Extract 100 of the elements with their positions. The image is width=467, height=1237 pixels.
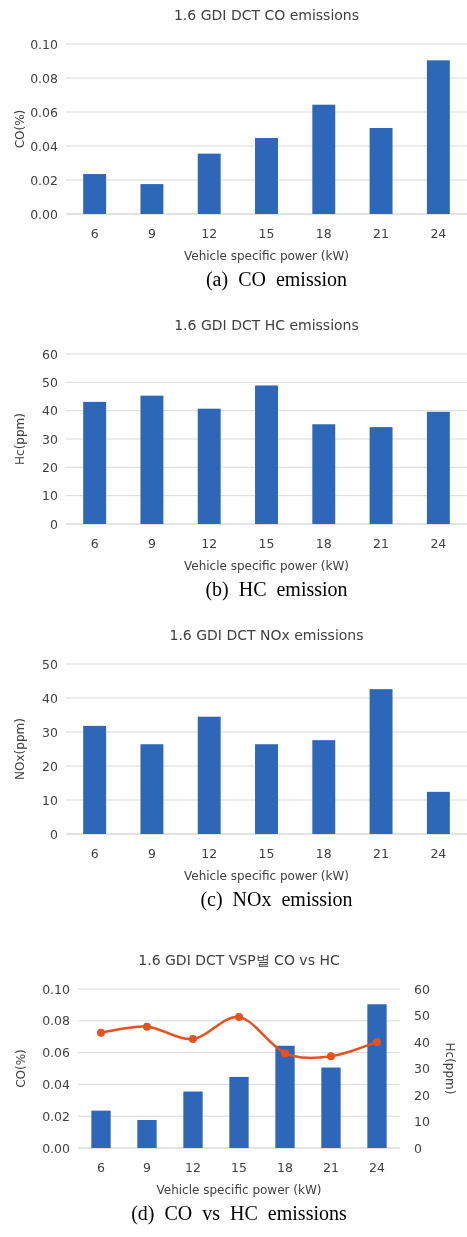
x-tick-label: 12 [185, 1160, 201, 1175]
x-tick-label: 21 [373, 846, 390, 861]
y-tick-label: 50 [42, 374, 59, 390]
bar [367, 1004, 387, 1148]
chart-title: 1.6 GDI DCT HC emissions [174, 317, 359, 333]
point [189, 1035, 197, 1044]
bar [426, 411, 450, 524]
text: (d) CO vs HC emissions [131, 1202, 347, 1225]
x-tick-label: 12 [201, 226, 218, 241]
bar [255, 138, 278, 214]
bar [312, 104, 336, 214]
point [97, 1028, 105, 1037]
y-tick-label: 0.00 [30, 206, 59, 222]
x-tick-label: 24 [430, 846, 447, 861]
x-tick-label: 21 [373, 226, 390, 241]
y-tick-label: 0.02 [42, 1108, 70, 1124]
bar [137, 1120, 157, 1148]
y-tick-label: 40 [42, 690, 59, 706]
y-tick-label: 0.04 [30, 138, 59, 154]
y-tick-label: 0.10 [30, 36, 59, 52]
y-tick-label: 0.06 [42, 1045, 71, 1061]
x-tick-label: 21 [373, 536, 390, 551]
x-tick-label: 15 [258, 846, 275, 861]
chart-title: 1.6 GDI DCT NOx emissions [169, 627, 364, 643]
x-tick-label: 18 [315, 226, 332, 241]
x-tick-label: 24 [430, 536, 447, 551]
bar [255, 385, 278, 524]
bar [369, 689, 393, 834]
point [327, 1052, 335, 1061]
x-tick-label: 9 [143, 1160, 152, 1175]
y2-tick-label: 0 [414, 1140, 422, 1156]
y2-tick-label: 10 [414, 1114, 430, 1129]
x-tick-label: 18 [277, 1160, 293, 1175]
x-tick-label: 24 [369, 1160, 385, 1175]
y-tick-label: 0.00 [42, 1140, 71, 1156]
y-axis-title: CO(%) [14, 1049, 28, 1088]
x-tick-label: 9 [147, 226, 156, 241]
x-tick-label: 6 [90, 536, 99, 551]
x-tick-label: 24 [430, 226, 447, 241]
bar [197, 153, 221, 214]
y-tick-label: 0.08 [30, 70, 59, 86]
x-tick-label: 9 [147, 536, 156, 551]
y-tick-label: 40 [42, 403, 59, 419]
x-axis-title: Vehicle specific power (kW) [156, 1183, 322, 1197]
bar [312, 740, 336, 834]
bar [140, 184, 164, 214]
bar [140, 395, 164, 524]
bar [83, 174, 107, 214]
bar [312, 424, 336, 524]
point [373, 1038, 381, 1046]
x-tick-label: 18 [315, 846, 332, 861]
y-tick-label: 20 [42, 758, 59, 774]
y-axis-title: NOx(ppm) [13, 718, 27, 780]
y-axis-title: Hc(ppm) [13, 413, 27, 465]
y-tick-label: 0.08 [42, 1013, 71, 1029]
bar [140, 744, 164, 834]
y-axis-title: CO(%) [13, 109, 27, 149]
text: (a) CO emission [205, 268, 348, 291]
x-tick-label: 6 [97, 1160, 106, 1175]
y-tick-label: 0.10 [42, 981, 71, 997]
x-tick-label: 15 [231, 1160, 247, 1175]
bar [197, 408, 221, 524]
y-tick-label: 0.02 [30, 172, 58, 188]
bar [83, 401, 107, 524]
y2-axis-title: Hc(ppm) [443, 1042, 457, 1095]
y2-tick-label: 60 [414, 981, 430, 997]
point [235, 1013, 243, 1022]
point [281, 1049, 289, 1058]
y-tick-label: 10 [42, 792, 59, 808]
y2-tick-label: 20 [414, 1087, 430, 1103]
x-tick-label: 15 [258, 536, 275, 551]
y-tick-label: 10 [42, 488, 59, 504]
bar [369, 127, 393, 214]
y-tick-label: 0 [50, 826, 59, 842]
x-tick-label: 15 [258, 226, 275, 241]
y-tick-label: 30 [42, 431, 59, 447]
bar [197, 716, 221, 834]
bar [91, 1110, 111, 1149]
x-axis-title: Vehicle specific power (kW) [184, 869, 349, 883]
bar [426, 60, 450, 214]
y-tick-label: 0.04 [42, 1076, 71, 1092]
x-axis-title: Vehicle specific power (kW) [184, 559, 349, 573]
text: (c) NOx emission [200, 888, 353, 911]
bar [183, 1091, 203, 1148]
bar [229, 1076, 249, 1148]
x-tick-label: 12 [201, 536, 218, 551]
chart-title: 1.6 GDI DCT VSP별 CO vs HC [138, 952, 340, 968]
text: (b) HC emission [205, 578, 348, 601]
y-tick-label: 60 [42, 346, 59, 362]
y2-tick-label: 40 [414, 1034, 430, 1050]
y-tick-label: 50 [42, 656, 59, 672]
bar [275, 1045, 295, 1148]
y-tick-label: 0.06 [30, 104, 59, 120]
y2-tick-label: 30 [414, 1061, 430, 1076]
x-tick-label: 21 [323, 1160, 339, 1175]
x-tick-label: 6 [90, 226, 99, 241]
bar [321, 1067, 341, 1148]
x-tick-label: 12 [201, 846, 218, 861]
bar [255, 744, 278, 834]
y2-tick-label: 50 [414, 1008, 430, 1023]
